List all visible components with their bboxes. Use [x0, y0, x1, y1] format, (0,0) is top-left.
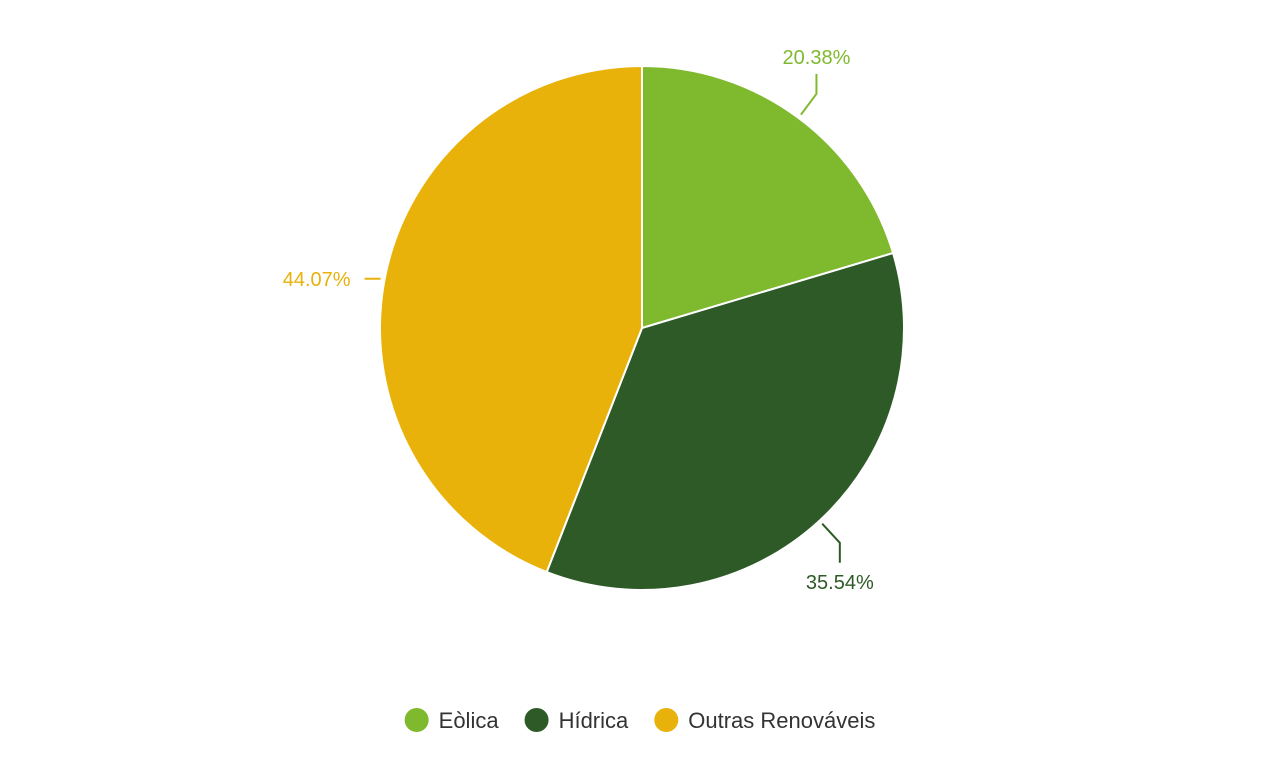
legend-label-eolica: Eòlica: [439, 708, 500, 733]
data-label-outras-renovaveis: 44.07%: [283, 269, 351, 291]
data-labels: 20.38% 35.54% 44.07%: [283, 47, 874, 594]
data-label-eolica: 20.38%: [783, 47, 851, 69]
data-label-hidrica: 35.54%: [806, 572, 874, 594]
pie-slices: [379, 64, 905, 591]
legend-swatch-outras-renovaveis: [654, 708, 679, 732]
legend-swatch-hidrica: [524, 708, 549, 732]
legend-swatch-eolica: [404, 708, 429, 732]
leader-line-hidrica: [821, 522, 841, 563]
pie-slice-outras-renovaveis: [379, 64, 643, 574]
pie-slice-eolica: [641, 64, 895, 330]
legend-label-outras-renovaveis: Outras Renováveis: [688, 708, 875, 733]
leader-line-eolica: [800, 73, 818, 116]
legend: Eòlica Hídrica Outras Renováveis: [404, 708, 875, 733]
legend-label-hidrica: Hídrica: [559, 708, 629, 733]
leader-lines: [364, 73, 841, 563]
pie-slice-hidrica: [545, 251, 905, 591]
